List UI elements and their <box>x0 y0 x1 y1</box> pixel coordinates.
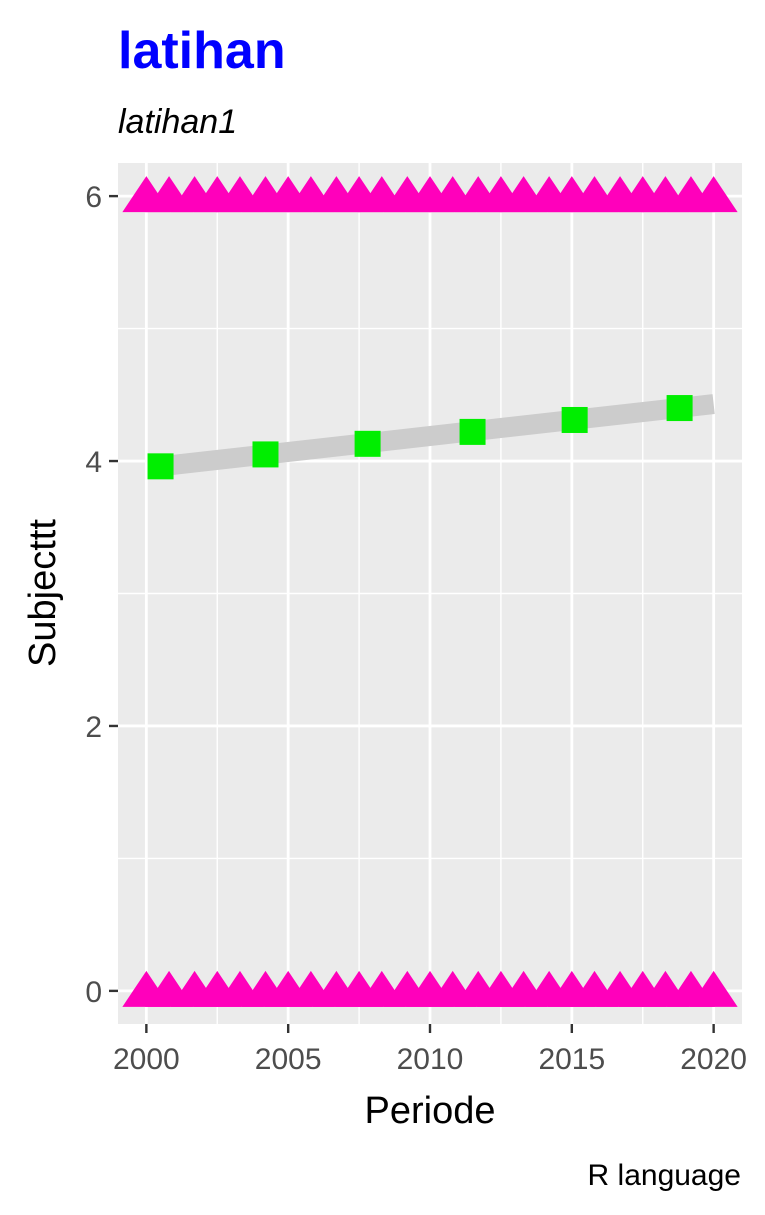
x-axis: 2000 2005 2010 2015 2020 <box>113 1024 747 1076</box>
square-point <box>666 395 693 422</box>
chart-subtitle: latihan1 <box>118 103 237 141</box>
x-tick-label: 2015 <box>538 1043 605 1076</box>
data-marks <box>122 176 738 1007</box>
x-tick-label: 2000 <box>113 1043 180 1076</box>
y-tick-label: 0 <box>85 976 102 1009</box>
square-point <box>561 406 588 433</box>
square-point <box>354 430 381 457</box>
square-point <box>147 453 174 480</box>
plot-panel <box>118 163 742 1024</box>
triangle-point <box>689 176 738 213</box>
chart-caption: R language <box>588 1159 741 1192</box>
triangle-point <box>689 970 738 1007</box>
square-point <box>459 418 486 445</box>
y-axis: 0 2 4 6 <box>85 181 118 1009</box>
x-tick-label: 2010 <box>397 1043 464 1076</box>
x-axis-title: Periode <box>365 1090 496 1132</box>
y-tick-label: 4 <box>85 446 102 479</box>
y-tick-label: 2 <box>85 711 102 744</box>
chart-title: latihan <box>118 22 286 80</box>
x-tick-label: 2020 <box>680 1043 747 1076</box>
y-tick-label: 6 <box>85 181 102 214</box>
y-axis-title: Subjecttt <box>22 519 64 667</box>
square-point <box>252 441 279 468</box>
x-tick-label: 2005 <box>255 1043 322 1076</box>
